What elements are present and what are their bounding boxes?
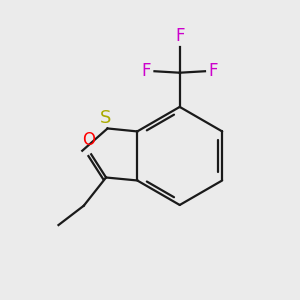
Text: O: O xyxy=(82,131,95,149)
Text: F: F xyxy=(175,27,184,45)
Text: F: F xyxy=(141,62,151,80)
Text: S: S xyxy=(100,109,111,127)
Text: F: F xyxy=(208,62,218,80)
